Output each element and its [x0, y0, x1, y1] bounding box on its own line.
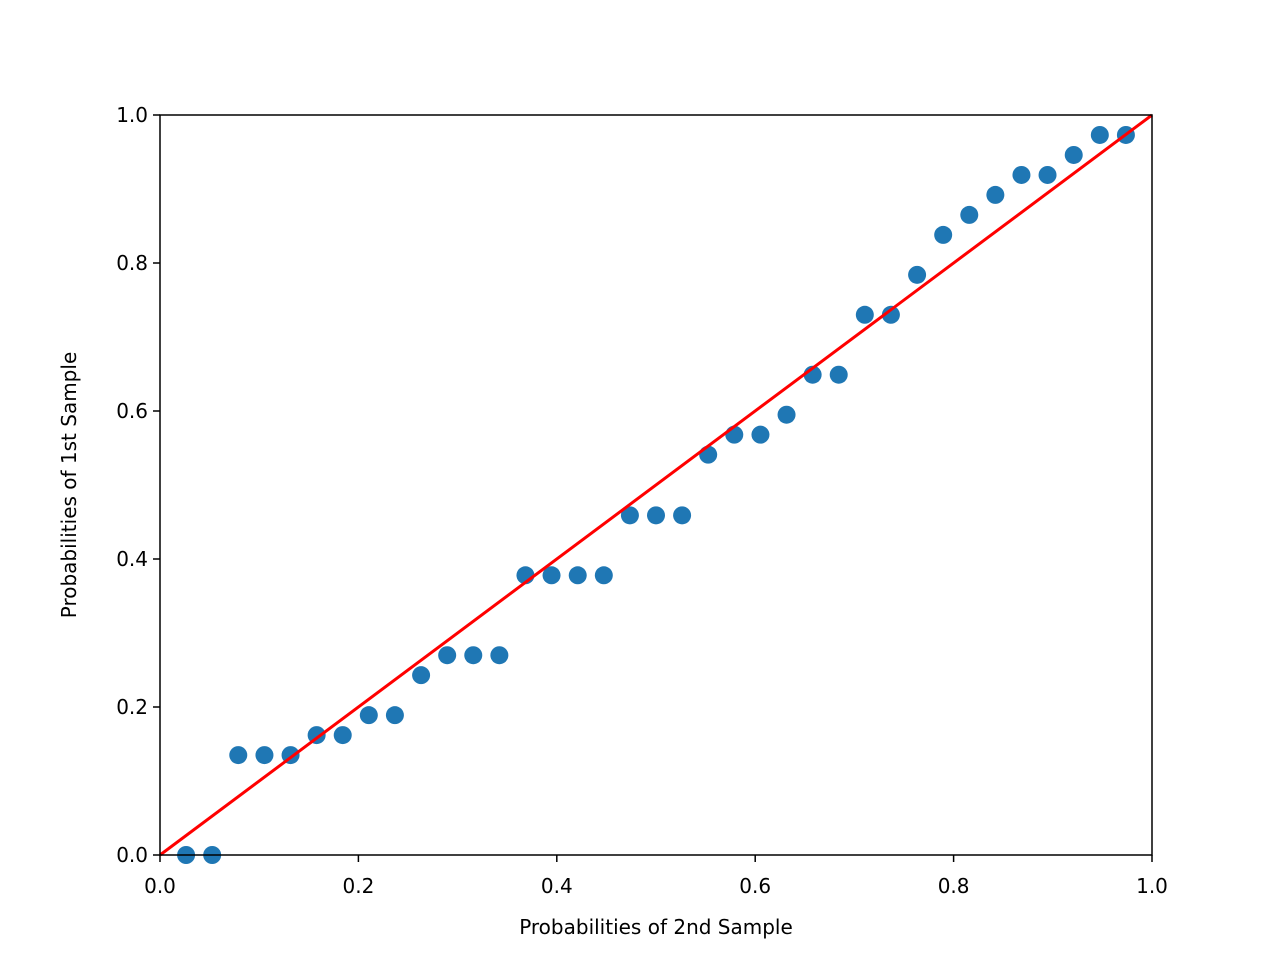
- point: [620, 506, 639, 525]
- point: [647, 506, 665, 525]
- point: [1038, 165, 1057, 184]
- point: [1064, 145, 1083, 164]
- point: [385, 706, 404, 725]
- point: [829, 365, 848, 384]
- point: [699, 445, 718, 464]
- y-tick-label: 0.6: [116, 399, 148, 423]
- point: [438, 646, 457, 665]
- y-tick-label: 1.0: [116, 103, 148, 127]
- point: [960, 205, 979, 224]
- x-tick-label: 0.6: [739, 874, 771, 898]
- point: [1012, 165, 1031, 184]
- point: [1090, 125, 1109, 144]
- y-tick-label: 0.0: [116, 843, 148, 867]
- point: [255, 746, 274, 765]
- y-axis-label: Probabilities of 1st Sample: [57, 352, 81, 619]
- point: [359, 706, 378, 725]
- x-tick-label: 0.4: [541, 874, 573, 898]
- point: [751, 425, 770, 444]
- plot-frame: [159, 114, 1153, 856]
- reference-line: [159, 113, 1153, 857]
- point: [934, 225, 953, 244]
- point: [464, 646, 483, 665]
- point: [673, 506, 692, 525]
- point: [542, 566, 561, 585]
- point: [986, 185, 1005, 204]
- x-tick-label: 0.8: [938, 874, 970, 898]
- point: [412, 666, 431, 685]
- point: [490, 646, 509, 665]
- x-tick-label: 0.0: [144, 874, 176, 898]
- x-axis-label: Probabilities of 2nd Sample: [519, 915, 793, 939]
- point: [568, 566, 587, 585]
- point: [594, 566, 613, 585]
- y-tick-label: 0.2: [116, 695, 148, 719]
- x-tick-label: 0.2: [342, 874, 374, 898]
- point: [229, 746, 248, 765]
- point: [777, 405, 796, 424]
- x-tick-label: 1.0: [1136, 874, 1168, 898]
- point: [855, 305, 874, 324]
- point: [881, 305, 900, 324]
- y-tick-label: 0.4: [116, 547, 148, 571]
- y-tick-label: 0.8: [116, 251, 148, 275]
- point: [908, 265, 927, 284]
- point: [333, 726, 352, 745]
- point: [307, 726, 326, 745]
